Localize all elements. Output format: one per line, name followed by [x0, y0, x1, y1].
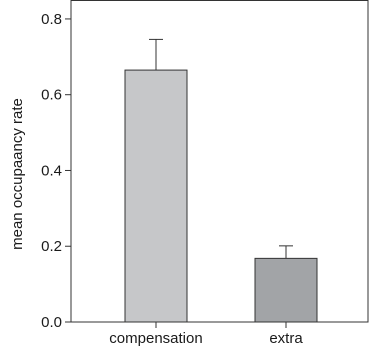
y-axis-title: mean occupaancy rate: [9, 98, 26, 250]
x-axis-labels: compensation extra: [109, 322, 303, 347]
plot-frame: [70, 0, 369, 323]
y-tick-label: 0.6: [41, 87, 62, 104]
y-tick-label: 0.4: [41, 162, 62, 179]
bar-compensation: [124, 69, 188, 323]
y-axis-ticks: 0.0 0.2 0.4 0.6 0.8: [41, 11, 71, 331]
bar-extra: [254, 257, 318, 323]
x-tick-label-extra: extra: [269, 330, 303, 347]
y-tick-label: 0.8: [41, 11, 62, 28]
y-tick-label: 0.0: [41, 314, 62, 331]
plot-area: [70, 0, 369, 323]
y-tick-label: 0.2: [41, 238, 62, 255]
x-tick-label-compensation: compensation: [109, 330, 202, 347]
bars: [124, 38, 318, 323]
